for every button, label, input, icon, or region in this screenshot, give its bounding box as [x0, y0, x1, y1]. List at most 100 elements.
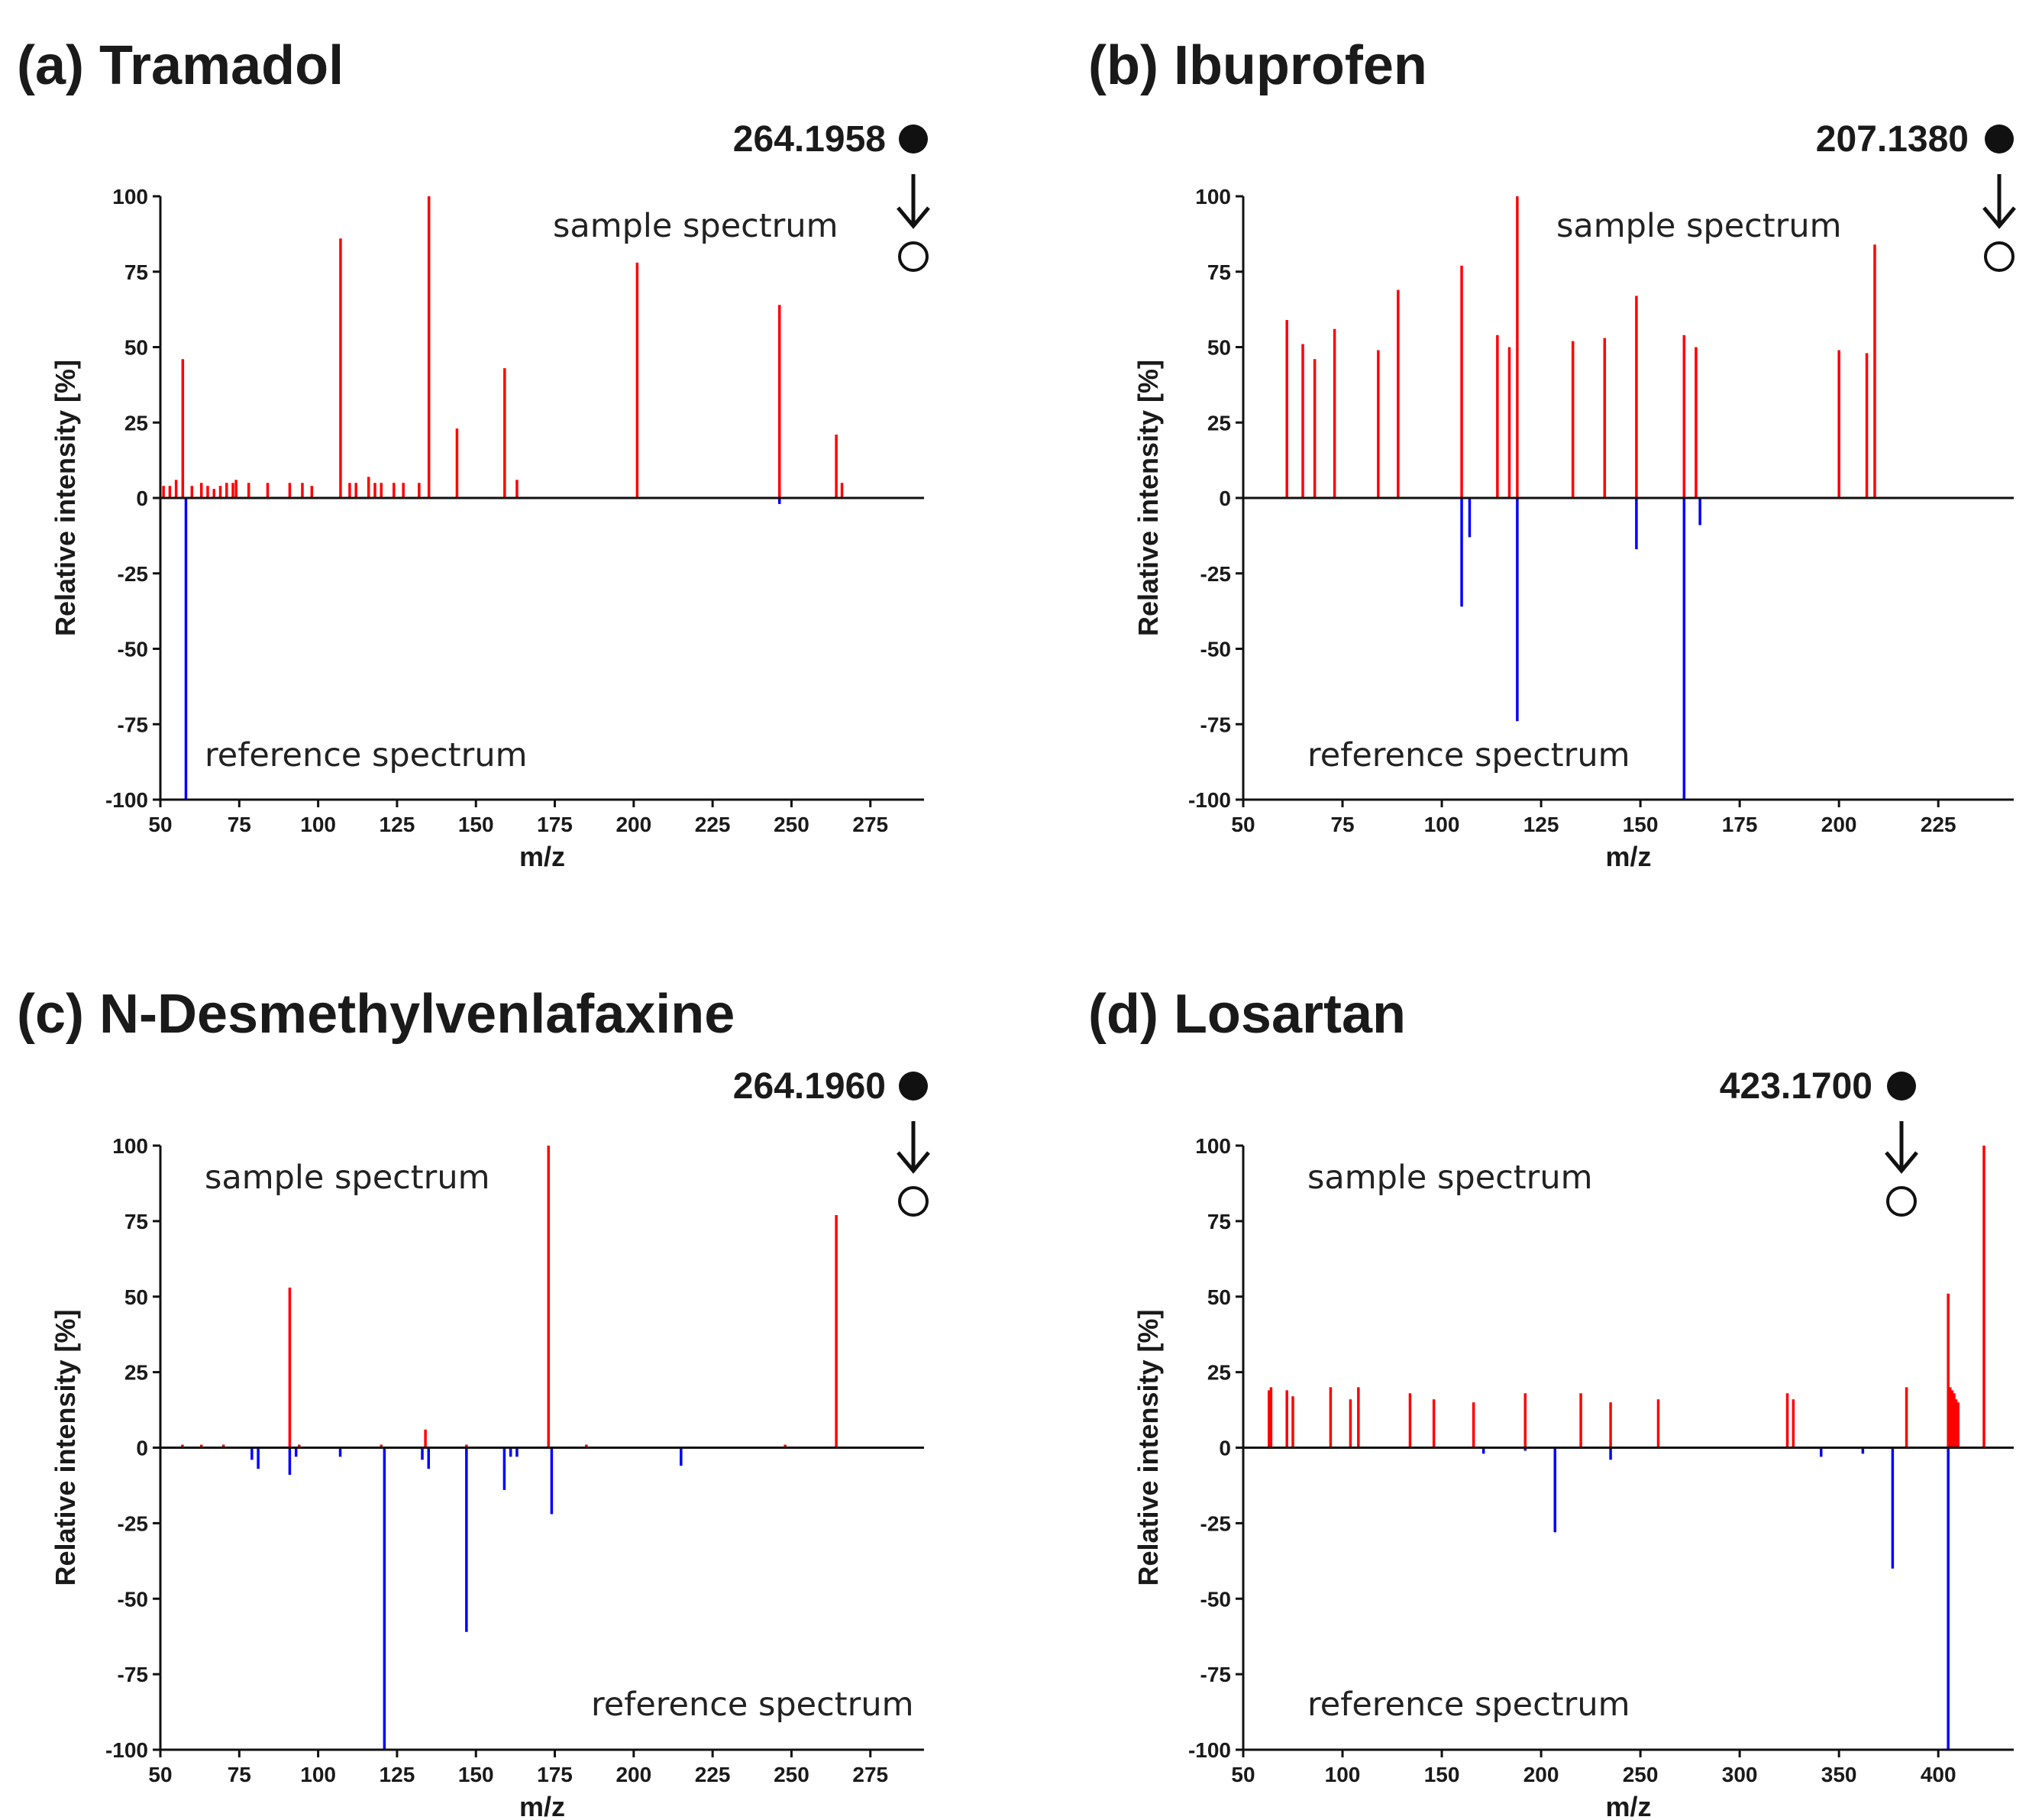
panel-title: (c) N-Desmethylvenlafaxine [17, 984, 735, 1045]
y-tick-label: 75 [1207, 1210, 1231, 1233]
x-axis-label: m/z [519, 1791, 565, 1820]
x-tick-label: 150 [458, 1763, 494, 1786]
x-tick-label: 150 [458, 813, 494, 836]
y-tick-label: 0 [136, 1437, 148, 1460]
x-tick-label: 175 [1722, 813, 1758, 836]
y-tick-label: -100 [105, 1738, 148, 1762]
y-tick-label: 75 [124, 260, 148, 284]
x-tick-label: 275 [852, 1763, 888, 1786]
reference-spectrum-label: reference spectrum [591, 1686, 913, 1724]
x-axis-label: m/z [1605, 1791, 1651, 1820]
precursor-filled-dot-icon [1887, 1072, 1916, 1101]
fragmentation-arrow-head-icon [1982, 206, 2016, 229]
x-tick-label: 200 [1523, 1763, 1559, 1786]
sample-spectrum-label: sample spectrum [553, 207, 838, 245]
x-tick-label: 50 [1231, 813, 1255, 836]
x-tick-label: 100 [1424, 813, 1460, 836]
sample-spectrum-label: sample spectrum [1556, 207, 1841, 245]
x-tick-label: 225 [695, 1763, 731, 1786]
y-tick-label: -75 [1200, 713, 1231, 736]
reference-spectrum-label: reference spectrum [1307, 1686, 1630, 1724]
panel-title: (d) Losartan [1088, 984, 1406, 1045]
x-tick-label: 125 [380, 1763, 415, 1786]
y-tick-label: -100 [1188, 788, 1231, 812]
y-axis-label: Relative intensity [%] [1132, 1309, 1164, 1586]
precursor-mz-label: 264.1960 [733, 1066, 886, 1107]
y-tick-label: -75 [118, 1663, 148, 1686]
reference-spectrum-label: reference spectrum [1307, 736, 1630, 774]
panel-title: (b) Ibuprofen [1088, 35, 1427, 96]
fragmentation-arrow-head-icon [897, 1151, 930, 1174]
y-tick-label: 50 [124, 336, 148, 360]
y-tick-label: -50 [118, 638, 148, 661]
x-tick-label: 250 [774, 813, 809, 836]
x-tick-label: 400 [1921, 1763, 1956, 1786]
y-tick-label: 50 [124, 1285, 148, 1309]
reference-spectrum-label: reference spectrum [205, 736, 527, 774]
x-tick-label: 125 [1523, 813, 1559, 836]
y-tick-label: -25 [1200, 562, 1231, 586]
x-tick-label: 300 [1722, 1763, 1758, 1786]
fragment-open-circle-icon [1886, 1186, 1917, 1217]
x-tick-label: 100 [300, 1763, 336, 1786]
y-tick-label: -25 [1200, 1511, 1231, 1535]
y-tick-label: 25 [124, 411, 148, 435]
x-tick-label: 175 [537, 813, 573, 836]
panel-a: (a) Tramadol264.19581007550250-25-50-75-… [17, 35, 930, 872]
y-axis-label: Relative intensity [%] [50, 360, 81, 636]
x-tick-label: 200 [1821, 813, 1857, 836]
precursor-mz-label: 207.1380 [1816, 119, 1969, 160]
y-tick-label: -75 [1200, 1663, 1231, 1686]
y-tick-label: 100 [1195, 1134, 1231, 1158]
precursor-filled-dot-icon [1985, 124, 2014, 154]
x-tick-label: 75 [1330, 813, 1354, 836]
y-tick-label: -100 [1188, 1738, 1231, 1762]
panel-c: (c) N-Desmethylvenlafaxine 264.1960 100 75 5… [17, 984, 930, 1820]
x-tick-label: 100 [1325, 1763, 1361, 1786]
y-tick-label: 25 [1207, 1361, 1231, 1385]
x-tick-label: 125 [380, 813, 415, 836]
x-tick-label: 250 [774, 1763, 809, 1786]
y-tick-label: 50 [1207, 1285, 1231, 1309]
x-tick-label: 175 [537, 1763, 573, 1786]
x-tick-label: 100 [300, 813, 336, 836]
y-tick-label: 0 [136, 487, 148, 510]
y-tick-label: 50 [1207, 336, 1231, 360]
y-axis-label: Relative intensity [%] [1132, 360, 1164, 636]
sample-spectrum-label: sample spectrum [205, 1159, 489, 1197]
fragment-open-circle-icon [898, 1186, 929, 1217]
x-axis-label: m/z [519, 841, 565, 872]
y-tick-label: 0 [1219, 1437, 1231, 1460]
y-tick-label: -25 [118, 562, 148, 586]
panel-b: (b) Ibuprofen 207.1380 100 75 50 25 0 -25 -50 -75… [1088, 35, 2016, 872]
x-tick-label: 200 [616, 813, 651, 836]
y-tick-label: 100 [1195, 185, 1231, 209]
precursor-filled-dot-icon [899, 1072, 928, 1101]
y-tick-label: -50 [1200, 1587, 1231, 1611]
panel-title: (a) Tramadol [17, 35, 344, 96]
precursor-mz-label: 423.1700 [1720, 1066, 1872, 1107]
precursor-mz-label: 264.1958 [733, 119, 886, 160]
y-tick-label: 0 [1219, 487, 1231, 510]
y-tick-label: -50 [1200, 638, 1231, 661]
x-tick-label: 75 [228, 1763, 251, 1786]
panel-d: (d) Losartan423.17001007550250-25-50-75-… [1088, 984, 2014, 1820]
x-tick-label: 50 [148, 813, 172, 836]
x-tick-label: 225 [1921, 813, 1956, 836]
y-tick-label: 25 [1207, 411, 1231, 435]
y-tick-label: 100 [112, 1134, 148, 1158]
x-tick-label: 50 [1231, 1763, 1255, 1786]
y-tick-label: -25 [118, 1511, 148, 1535]
x-axis-label: m/z [1605, 841, 1651, 872]
x-tick-label: 150 [1623, 813, 1659, 836]
y-tick-label: 75 [124, 1210, 148, 1233]
fragmentation-arrow-head-icon [1885, 1151, 1918, 1174]
y-tick-label: -50 [118, 1587, 148, 1611]
x-tick-label: 75 [228, 813, 251, 836]
fragmentation-arrow-head-icon [897, 206, 930, 229]
sample-spectrum-label: sample spectrum [1307, 1159, 1592, 1197]
x-tick-label: 350 [1821, 1763, 1857, 1786]
x-tick-label: 150 [1424, 1763, 1460, 1786]
x-tick-label: 250 [1623, 1763, 1659, 1786]
